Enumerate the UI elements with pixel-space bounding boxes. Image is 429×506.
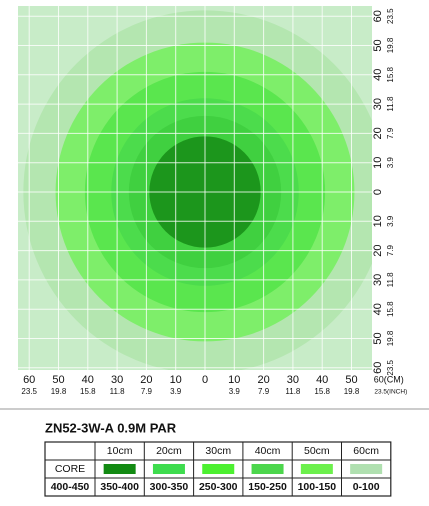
x-tick-label: 10 <box>170 374 182 386</box>
column-header: 20cm <box>156 445 182 457</box>
column-header: 30cm <box>205 445 231 457</box>
legend-table: 10cm 350-400 20cm 300-350 30cm 250-300 40cm 150… <box>44 441 392 497</box>
y-tick-label: 60 <box>372 362 384 374</box>
y-tick-label-inch: 23.5 <box>386 8 395 24</box>
y-tick-label: 30 <box>372 98 384 110</box>
y-tick-label: 40 <box>372 303 384 315</box>
x-tick-label: 30 <box>111 374 123 386</box>
swatch <box>251 464 284 474</box>
x-tick-label: 40 <box>82 374 94 386</box>
x-tick-label: 40 <box>316 374 328 386</box>
swatch <box>202 464 235 474</box>
range-cell: 250-300 <box>199 481 238 493</box>
y-tick-label: 50 <box>372 39 384 51</box>
column-header: 60cm <box>353 445 379 457</box>
y-tick-label: 30 <box>372 274 384 286</box>
x-tick-label: 20 <box>140 374 152 386</box>
y-tick-label: 10 <box>372 215 384 227</box>
swatch <box>152 464 185 474</box>
x-tick-label-inch: 3.9 <box>229 387 241 396</box>
x-tick-label-inch: 15.8 <box>80 387 96 396</box>
y-tick-label-inch: 19.8 <box>386 37 395 53</box>
row-label: CORE <box>55 463 85 475</box>
y-tick-label: 40 <box>372 69 384 81</box>
x-tick-label-inch: 3.9 <box>170 387 182 396</box>
x-tick-label-inch: 11.8 <box>285 387 301 396</box>
y-tick-label: 0 <box>372 189 384 195</box>
x-tick-label-inch: 11.8 <box>110 387 126 396</box>
range-cell: 400-450 <box>51 481 90 493</box>
y-tick-label: 20 <box>372 127 384 139</box>
title: ZN52-3W-A 0.9M PAR <box>45 420 177 435</box>
range-cell: 350-400 <box>100 481 139 493</box>
x-tick-label-inch: 19.8 <box>344 387 360 396</box>
y-tick-label: 20 <box>372 244 384 256</box>
x-tick-label-inch: 7.9 <box>141 387 153 396</box>
x-tick-label: 20 <box>257 374 269 386</box>
range-cell: 0-100 <box>353 481 380 493</box>
x-tick-label-inch: 23.5 <box>21 387 37 396</box>
y-tick-label-inch: 3.9 <box>386 215 395 227</box>
column-header: 40cm <box>255 445 281 457</box>
y-tick-label-inch: 15.8 <box>386 301 395 317</box>
swatch <box>103 464 136 474</box>
y-tick-label-inch: 15.8 <box>386 66 395 82</box>
x-tick-label: 50 <box>345 374 357 386</box>
range-cell: 100-150 <box>298 481 337 493</box>
x-tick-label-inch: 15.8 <box>314 387 330 396</box>
y-tick-label-inch: 3.9 <box>386 157 395 169</box>
column-header: 10cm <box>107 445 133 457</box>
x-tick-label-inch: 7.9 <box>258 387 270 396</box>
y-tick-label-inch: 11.8 <box>386 272 395 288</box>
grid <box>18 6 372 370</box>
y-tick-label: 60 <box>372 10 384 22</box>
y-tick-label-inch: 7.9 <box>386 127 395 139</box>
swatch <box>350 464 383 474</box>
swatch <box>300 464 333 474</box>
y-tick-label-inch: 7.9 <box>386 244 395 256</box>
x-tick-label-inch: 19.8 <box>51 387 67 396</box>
table-border <box>44 441 392 497</box>
y-tick-label-inch: 11.8 <box>386 96 395 112</box>
x-tick-label: 60 <box>23 374 35 386</box>
column-header: 50cm <box>304 445 330 457</box>
x-tick-label: 30 <box>287 374 299 386</box>
y-tick-label: 10 <box>372 157 384 169</box>
x-tick-label: 50 <box>52 374 64 386</box>
y-tick-label: 50 <box>372 332 384 344</box>
range-cell: 300-350 <box>150 481 189 493</box>
x-tick-label: 10 <box>228 374 240 386</box>
x-tick-label: 0 <box>202 374 208 386</box>
y-tick-label-inch: 23.5 <box>386 359 395 375</box>
x-tick-label-inch: 23.5(INCH) <box>374 389 407 396</box>
range-cell: 150-250 <box>248 481 287 493</box>
y-tick-label-inch: 19.8 <box>386 330 395 346</box>
x-tick-label: 60(CM) <box>374 374 404 384</box>
